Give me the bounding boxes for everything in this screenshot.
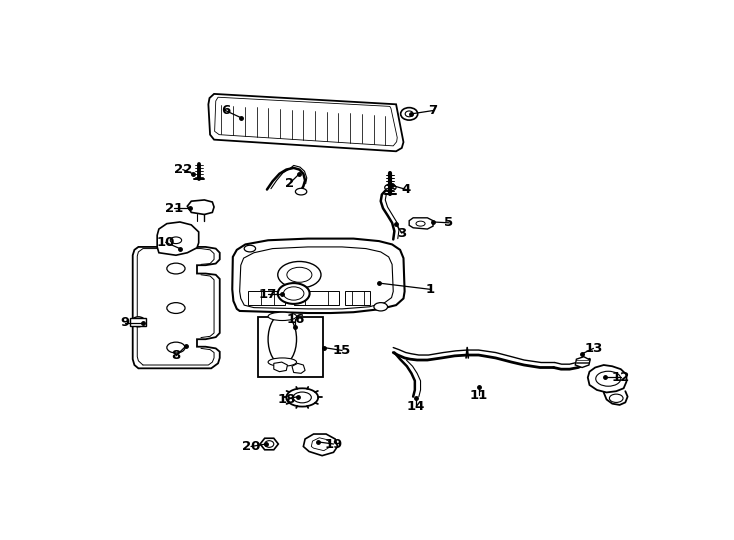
Ellipse shape (374, 302, 388, 311)
Ellipse shape (405, 111, 413, 117)
Polygon shape (157, 222, 199, 255)
Polygon shape (232, 239, 404, 313)
Ellipse shape (286, 388, 318, 407)
Ellipse shape (268, 358, 297, 366)
Polygon shape (575, 357, 590, 368)
Text: 20: 20 (241, 440, 261, 453)
Text: 19: 19 (324, 437, 343, 450)
Bar (258, 317, 323, 377)
Ellipse shape (244, 245, 255, 252)
Ellipse shape (131, 317, 145, 327)
Text: 12: 12 (611, 371, 630, 384)
Text: 11: 11 (470, 389, 487, 402)
Ellipse shape (287, 267, 312, 282)
Ellipse shape (416, 221, 425, 226)
Ellipse shape (265, 441, 274, 447)
Polygon shape (133, 247, 219, 368)
Ellipse shape (170, 237, 181, 244)
Text: 7: 7 (429, 104, 437, 117)
Ellipse shape (277, 283, 310, 304)
Text: 14: 14 (407, 400, 425, 413)
Text: 16: 16 (286, 313, 305, 326)
Text: 18: 18 (277, 393, 296, 406)
Polygon shape (409, 218, 433, 229)
Polygon shape (311, 438, 330, 451)
Polygon shape (274, 362, 288, 372)
Text: 15: 15 (333, 344, 351, 357)
Text: 21: 21 (165, 202, 184, 215)
Text: 17: 17 (259, 288, 277, 301)
Ellipse shape (295, 188, 307, 195)
Text: 5: 5 (444, 217, 454, 230)
Polygon shape (187, 200, 214, 214)
Ellipse shape (596, 371, 621, 386)
Ellipse shape (167, 263, 185, 274)
Ellipse shape (385, 184, 396, 191)
Text: 6: 6 (221, 104, 230, 117)
Bar (131, 318, 146, 326)
Ellipse shape (167, 342, 185, 353)
Polygon shape (292, 363, 305, 373)
Text: 4: 4 (401, 183, 411, 196)
Text: 10: 10 (156, 236, 175, 249)
Ellipse shape (293, 392, 311, 403)
Ellipse shape (401, 107, 418, 120)
Ellipse shape (277, 261, 321, 288)
Ellipse shape (283, 287, 304, 300)
Polygon shape (208, 94, 404, 151)
Text: 3: 3 (397, 227, 407, 240)
Text: 1: 1 (426, 283, 435, 296)
Ellipse shape (268, 314, 297, 364)
Ellipse shape (609, 394, 623, 402)
Polygon shape (303, 434, 338, 456)
Text: 22: 22 (174, 163, 192, 176)
Text: 2: 2 (285, 177, 294, 190)
Ellipse shape (268, 312, 297, 321)
Text: 13: 13 (584, 342, 603, 355)
Polygon shape (588, 365, 626, 393)
Text: 9: 9 (120, 316, 129, 329)
Text: 8: 8 (171, 349, 181, 362)
Ellipse shape (167, 302, 185, 313)
Polygon shape (260, 438, 278, 450)
